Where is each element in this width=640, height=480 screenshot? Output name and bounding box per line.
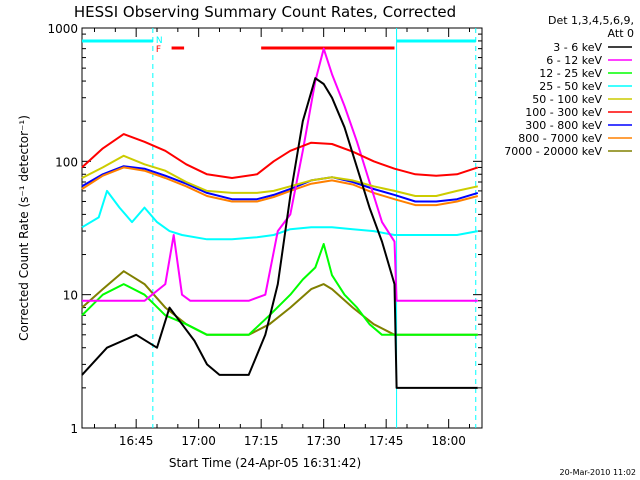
y-axis: 1 10 100 1000 [47, 22, 482, 436]
legend-label: 100 - 300 keV [525, 106, 602, 119]
series-line-7 [81, 166, 479, 207]
series-line-2 [81, 243, 478, 336]
x-tick-label: 17:45 [369, 434, 404, 448]
x-tick-label: 17:15 [244, 434, 279, 448]
plot-area [81, 27, 483, 429]
legend-label: 300 - 800 keV [525, 119, 602, 132]
x-tick-label: 18:00 [431, 434, 466, 448]
legend-label: 6 - 12 keV [546, 54, 602, 67]
series-line-3 [81, 189, 478, 241]
legend-label: 25 - 50 keV [539, 80, 602, 93]
x-tick-label: 17:30 [306, 434, 341, 448]
series-line-8 [81, 270, 478, 336]
series-line-5 [81, 133, 479, 179]
footer-timestamp: 20-Mar-2010 11:02 [560, 468, 637, 477]
legend-label: 7000 - 20000 keV [504, 145, 602, 158]
y-axis-label: Corrected Count Rate (s⁻¹ detector⁻¹) [17, 115, 31, 341]
night-label: N [156, 36, 163, 46]
legend-header-2: Att 0 [608, 27, 634, 40]
series-group [81, 47, 479, 389]
chart-title: HESSI Observing Summary Count Rates, Cor… [74, 3, 456, 21]
x-tick-label: 17:00 [181, 434, 216, 448]
legend-label: 800 - 7000 keV [518, 132, 602, 145]
legend-header-1: Det 1,3,4,5,6,9, [548, 14, 634, 27]
series-line-6 [81, 165, 479, 203]
legend-label: 3 - 6 keV [553, 41, 602, 54]
series-line-4 [81, 154, 479, 197]
y-tick-label: 10 [63, 289, 78, 303]
series-line-0 [81, 77, 478, 389]
series-line-1 [82, 47, 478, 302]
y-tick-label: 1000 [47, 22, 78, 36]
flare-label: F [156, 45, 161, 55]
x-axis-label: Start Time (24-Apr-05 16:31:42) [169, 456, 361, 470]
y-tick-label: 100 [55, 155, 78, 169]
annotations: NF [82, 28, 477, 428]
x-tick-label: 16:45 [119, 434, 154, 448]
legend-label: 50 - 100 keV [532, 93, 602, 106]
y-tick-label: 1 [70, 422, 78, 436]
x-axis: 16:45 17:00 17:15 17:30 17:45 18:00 [94, 28, 470, 448]
legend-label: 12 - 25 keV [539, 67, 602, 80]
